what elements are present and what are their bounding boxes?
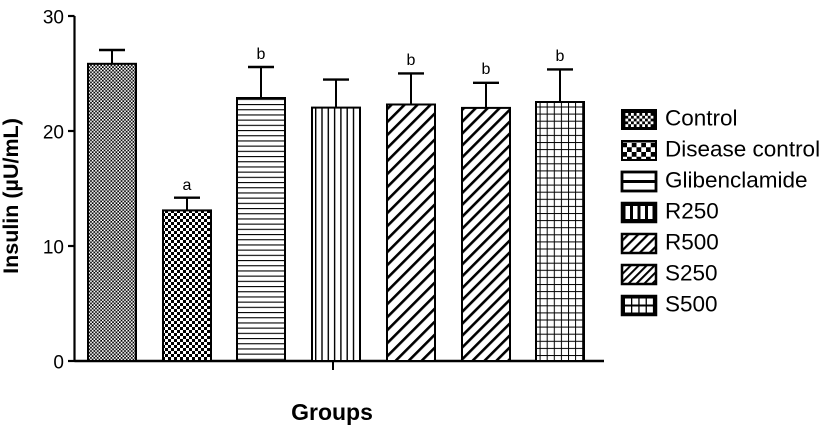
svg-text:R500: R500	[665, 230, 719, 255]
svg-text:R250: R250	[665, 199, 719, 224]
svg-text:b: b	[482, 61, 491, 78]
svg-text:10: 10	[43, 238, 64, 259]
svg-text:Insulin (µU/mL): Insulin (µU/mL)	[0, 118, 23, 274]
svg-text:0: 0	[53, 353, 64, 374]
svg-text:Groups: Groups	[291, 399, 373, 425]
svg-text:b: b	[407, 52, 416, 69]
svg-text:Disease control: Disease control	[665, 137, 820, 162]
svg-text:S500: S500	[665, 292, 718, 317]
svg-text:20: 20	[43, 123, 64, 144]
svg-text:a: a	[183, 177, 192, 194]
svg-text:30: 30	[43, 8, 64, 29]
svg-text:S250: S250	[665, 261, 718, 286]
svg-text:b: b	[556, 48, 565, 65]
svg-text:b: b	[257, 46, 266, 63]
svg-text:Control: Control	[665, 106, 738, 131]
svg-text:Glibenclamide: Glibenclamide	[665, 168, 808, 193]
